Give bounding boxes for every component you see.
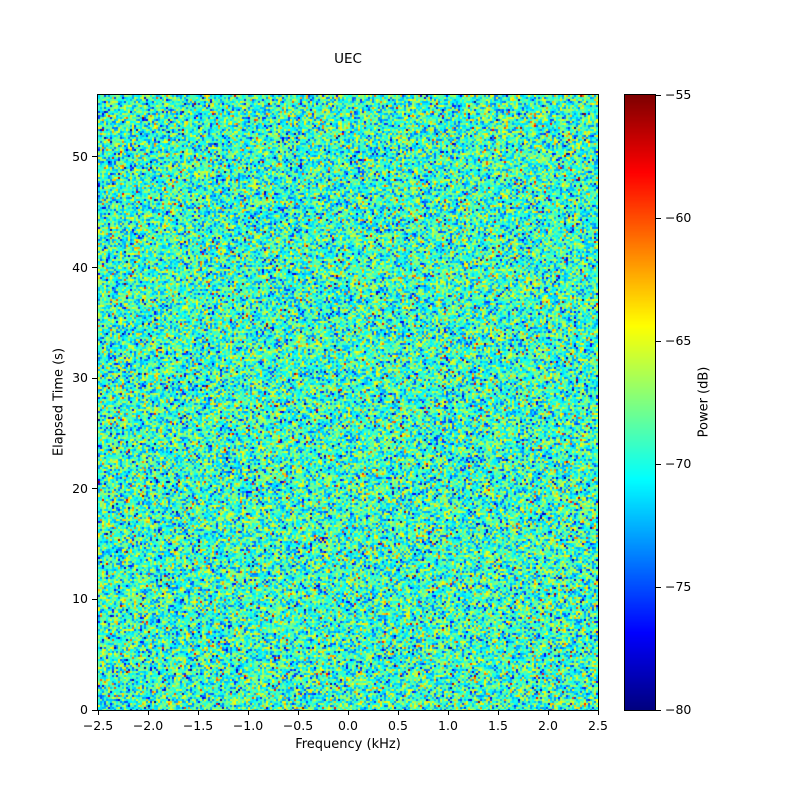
colorbar-tick-mark	[656, 217, 661, 219]
y-tick-mark	[92, 267, 97, 269]
colorbar-label: Power (dB)	[696, 366, 712, 438]
x-tick-label: 2.0	[538, 718, 558, 733]
y-tick-mark	[92, 488, 97, 490]
colorbar-frame	[624, 94, 656, 711]
y-tick-mark	[92, 709, 97, 711]
y-tick-label: 30	[72, 370, 88, 386]
colorbar-tick-mark	[656, 709, 661, 711]
y-tick-label: 0	[80, 702, 88, 717]
spectrogram-heatmap	[98, 95, 598, 710]
x-tick-label: −1.5	[182, 718, 214, 733]
colorbar-tick-label: −75	[665, 579, 692, 594]
x-tick-mark	[447, 711, 449, 715]
y-tick-mark	[92, 598, 97, 600]
colorbar-tick-mark	[656, 340, 661, 342]
x-tick-mark	[347, 711, 349, 715]
y-tick-label: 40	[72, 259, 88, 275]
x-tick-label: 0.0	[338, 718, 358, 733]
colorbar-tick-label: −70	[665, 456, 692, 471]
y-tick-mark	[92, 156, 97, 158]
figure-title: UEC	[334, 51, 362, 67]
x-tick-label: 0.5	[388, 718, 408, 733]
x-tick-label: −2.0	[132, 718, 164, 733]
y-tick-label: 50	[72, 148, 88, 164]
x-tick-mark	[197, 711, 199, 715]
colorbar-tick-label: −55	[665, 87, 692, 102]
x-tick-label: 1.0	[438, 718, 458, 733]
colorbar-tick-label: −80	[665, 702, 692, 717]
x-tick-mark	[247, 711, 249, 715]
plot-frame	[97, 94, 599, 711]
colorbar-tick-label: −65	[665, 333, 692, 348]
x-tick-mark	[497, 711, 499, 715]
x-tick-mark	[297, 711, 299, 715]
x-tick-mark	[147, 711, 149, 715]
y-tick-mark	[92, 377, 97, 379]
x-axis-label: Frequency (kHz)	[295, 737, 401, 752]
colorbar-tick-mark	[656, 463, 661, 465]
x-tick-label: −2.5	[82, 718, 114, 733]
y-tick-label: 20	[72, 480, 88, 496]
colorbar-tick-label: −60	[665, 210, 692, 225]
colorbar-tick-mark	[656, 586, 661, 588]
x-tick-label: 1.5	[488, 718, 508, 733]
x-tick-mark	[547, 711, 549, 715]
x-tick-label: 2.5	[588, 718, 608, 733]
y-tick-label: 10	[72, 591, 88, 607]
x-tick-mark	[397, 711, 399, 715]
y-axis-label: Elapsed Time (s)	[51, 347, 67, 457]
x-tick-mark	[97, 711, 99, 715]
colorbar-tick-mark	[656, 94, 661, 96]
x-tick-label: −0.5	[282, 718, 314, 733]
x-tick-mark	[597, 711, 599, 715]
colorbar-gradient	[625, 95, 655, 710]
x-tick-label: −1.0	[232, 718, 264, 733]
